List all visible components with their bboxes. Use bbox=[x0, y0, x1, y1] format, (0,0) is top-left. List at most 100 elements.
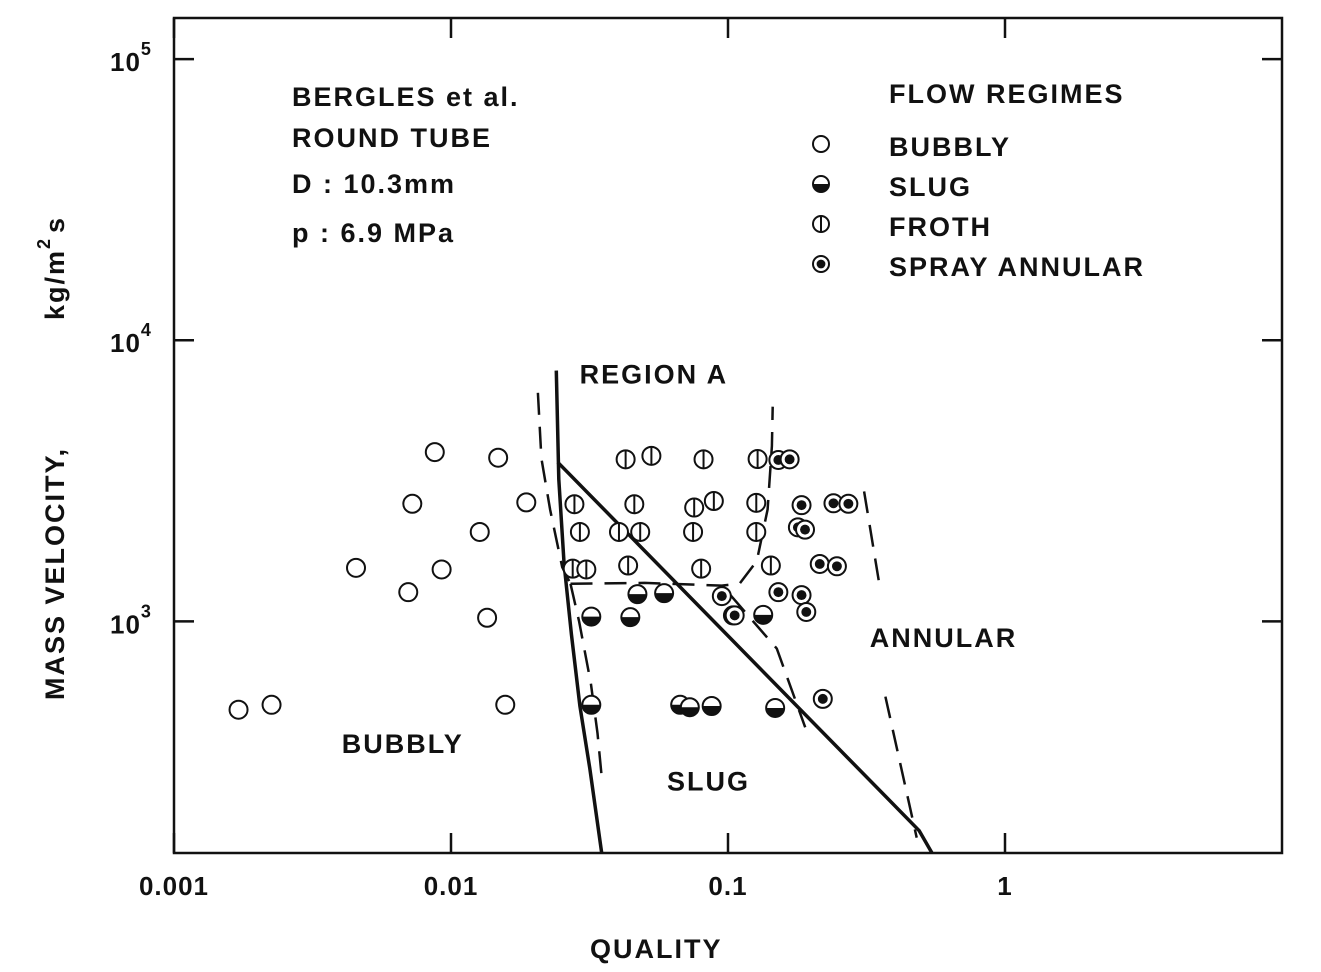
marker-dot bbox=[843, 498, 854, 509]
slug-point bbox=[620, 607, 641, 628]
froth-point bbox=[608, 521, 629, 542]
spray-point bbox=[796, 601, 817, 622]
info-diameter: D : 10.3mm bbox=[292, 169, 456, 199]
data-points bbox=[228, 442, 859, 720]
marker-dot bbox=[828, 498, 839, 509]
boundary-solid-line bbox=[554, 370, 604, 854]
y-tick-exponent: 5 bbox=[141, 39, 152, 59]
marker-half-fill bbox=[628, 594, 647, 604]
spray-point bbox=[711, 586, 732, 607]
froth-point bbox=[615, 449, 636, 470]
marker-dot bbox=[784, 454, 795, 465]
y-axis-label-unit: kg/m2 s bbox=[34, 216, 70, 320]
marker-half-fill bbox=[813, 184, 829, 192]
marker-ring bbox=[516, 492, 537, 513]
froth-point bbox=[564, 494, 585, 515]
legend-label-slug: SLUG bbox=[889, 172, 972, 202]
froth-point bbox=[684, 497, 705, 518]
marker-dot bbox=[773, 587, 784, 598]
boundary-dashed-line bbox=[570, 406, 774, 587]
boundary-dashed-line bbox=[729, 594, 807, 728]
region-labels: REGION A BUBBLY SLUG ANNULAR bbox=[342, 360, 1017, 797]
froth-point bbox=[693, 449, 714, 470]
boundary-dashed-line bbox=[536, 392, 572, 585]
y-tick-label: 105 bbox=[110, 39, 152, 77]
froth-point bbox=[624, 494, 645, 515]
marker-ring bbox=[495, 694, 516, 715]
legend-marker-spray bbox=[812, 255, 830, 273]
y-unit-base: kg/m bbox=[40, 249, 70, 320]
marker-half-fill bbox=[655, 593, 674, 603]
slug-point bbox=[581, 606, 602, 627]
experiment-info: BERGLES et al. ROUND TUBE D : 10.3mm p :… bbox=[292, 82, 520, 248]
marker-dot bbox=[816, 259, 826, 269]
marker-dot bbox=[831, 561, 842, 572]
marker-half-fill bbox=[766, 707, 785, 717]
slug-point bbox=[753, 604, 774, 625]
bubbly-point bbox=[477, 607, 498, 628]
boundary-dashed-line bbox=[884, 696, 918, 838]
marker-ring bbox=[228, 699, 249, 720]
froth-point bbox=[746, 521, 767, 542]
marker-dot bbox=[814, 559, 825, 569]
boundary-dashed-line bbox=[862, 491, 880, 581]
spray-point bbox=[812, 688, 833, 709]
region-label: ANNULAR bbox=[870, 623, 1017, 653]
slug-point bbox=[627, 584, 648, 605]
spray-point bbox=[724, 605, 745, 626]
marker-dot bbox=[801, 607, 812, 617]
bubbly-point bbox=[469, 521, 490, 542]
bubbly-point bbox=[261, 694, 282, 715]
froth-point bbox=[569, 521, 590, 542]
froth-point bbox=[683, 521, 704, 542]
froth-point bbox=[691, 558, 712, 579]
legend-marker-froth bbox=[812, 215, 830, 233]
y-tick-exponent: 3 bbox=[141, 601, 152, 621]
y-axis-label: MASS VELOCITY, kg/m2 s bbox=[34, 216, 70, 700]
spray-point bbox=[795, 519, 816, 540]
spray-point bbox=[809, 553, 830, 574]
region-label: BUBBLY bbox=[342, 729, 464, 759]
froth-point bbox=[641, 445, 662, 466]
y-tick-base: 10 bbox=[110, 609, 141, 639]
marker-ring bbox=[261, 694, 282, 715]
marker-dot bbox=[796, 500, 807, 511]
slug-point bbox=[581, 694, 602, 715]
y-unit-suffix: s bbox=[40, 216, 70, 233]
info-pressure: p : 6.9 MPa bbox=[292, 218, 455, 248]
marker-dot bbox=[817, 693, 828, 704]
y-unit-sup: 2 bbox=[34, 237, 54, 249]
legend-label-spray: SPRAY ANNULAR bbox=[889, 252, 1145, 282]
marker-ring bbox=[477, 607, 498, 628]
y-tick-label: 103 bbox=[110, 601, 152, 639]
x-tick-label: 0.001 bbox=[139, 871, 209, 901]
region-label: SLUG bbox=[667, 766, 750, 796]
marker-ring bbox=[398, 582, 419, 603]
bubbly-point bbox=[488, 447, 509, 468]
legend-marker-slug bbox=[812, 175, 830, 193]
spray-point bbox=[826, 556, 847, 577]
marker-ring bbox=[402, 493, 423, 514]
bubbly-point bbox=[431, 559, 452, 580]
spray-point bbox=[791, 495, 812, 516]
marker-dot bbox=[800, 524, 810, 535]
spray-point bbox=[823, 493, 844, 514]
froth-point bbox=[746, 492, 767, 513]
region-label: REGION A bbox=[580, 360, 729, 390]
bubbly-point bbox=[398, 582, 419, 603]
bubbly-point bbox=[228, 699, 249, 720]
bubbly-point bbox=[402, 493, 423, 514]
info-author: BERGLES et al. bbox=[292, 82, 520, 112]
legend-label-froth: FROTH bbox=[889, 212, 992, 242]
froth-point bbox=[618, 555, 639, 576]
legend-marker-bubbly bbox=[812, 135, 830, 153]
marker-ring bbox=[488, 447, 509, 468]
marker-half-fill bbox=[754, 614, 773, 624]
legend-label-bubbly: BUBBLY bbox=[889, 132, 1011, 162]
froth-point bbox=[760, 555, 781, 576]
marker-ring bbox=[431, 559, 452, 580]
marker-half-fill bbox=[621, 617, 640, 627]
froth-point bbox=[576, 559, 597, 580]
marker-half-fill bbox=[702, 705, 721, 715]
